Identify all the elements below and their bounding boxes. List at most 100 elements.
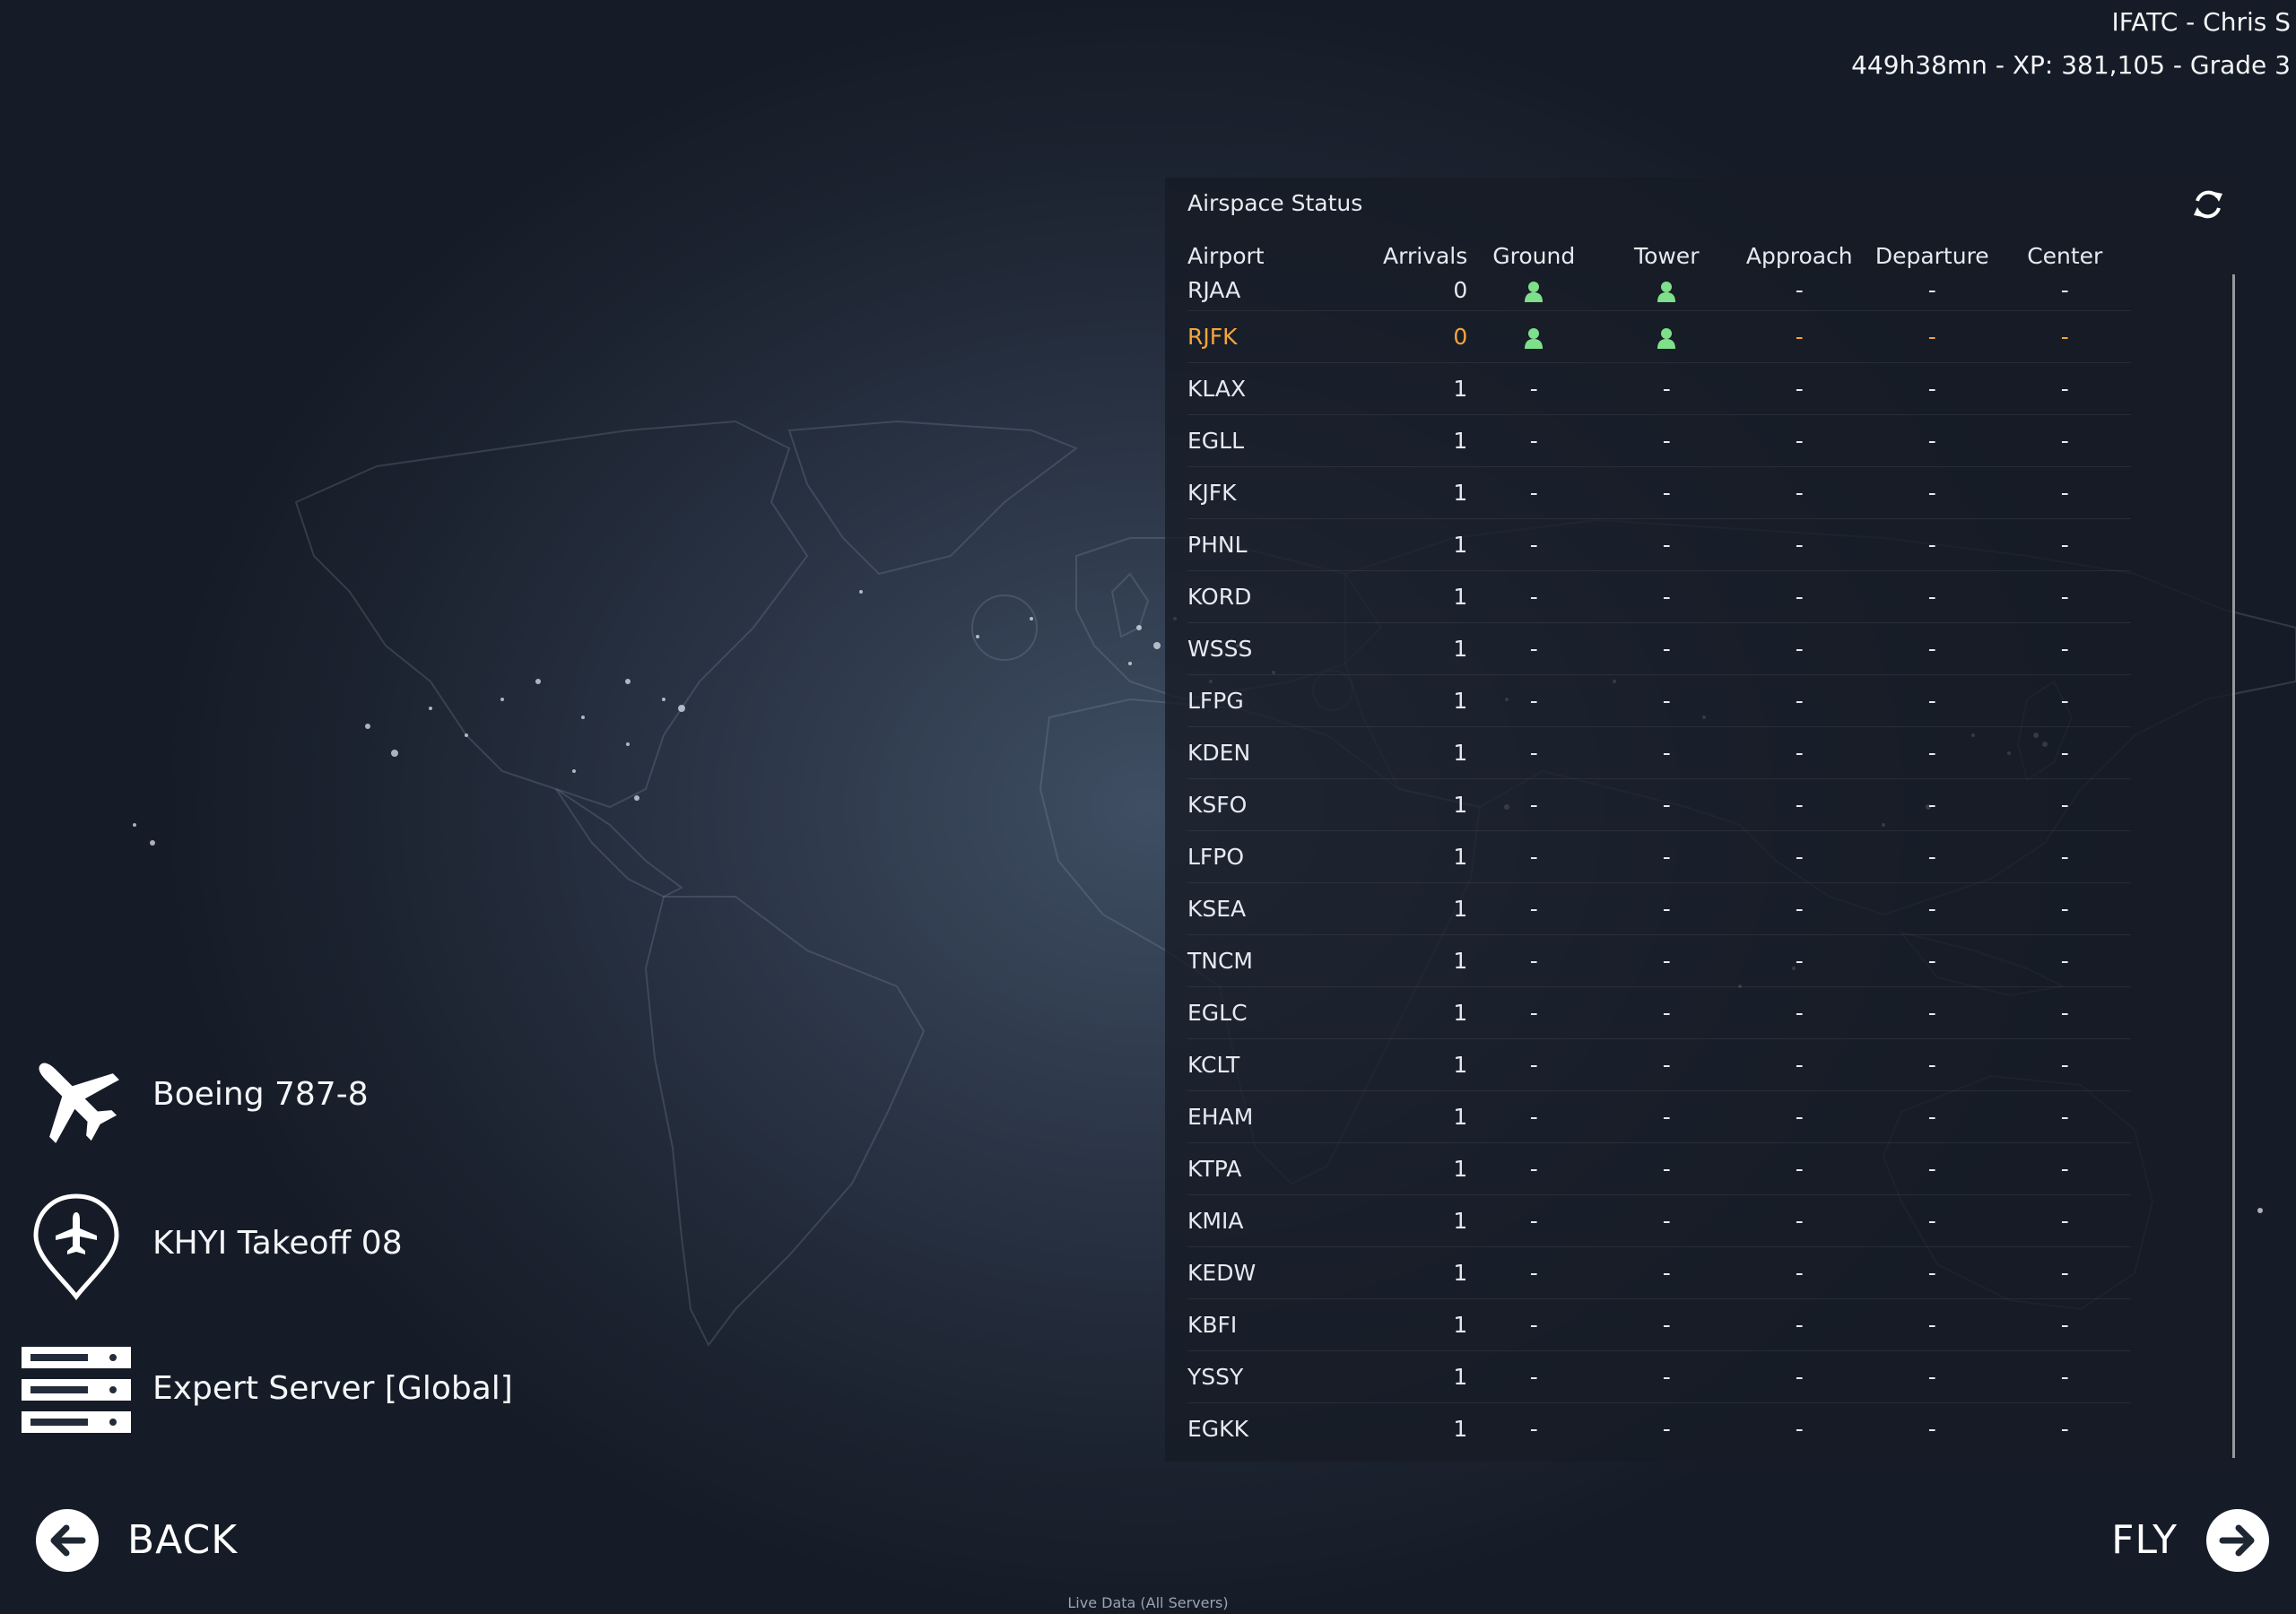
refresh-icon[interactable] xyxy=(2188,185,2228,224)
panel-title: Airspace Status xyxy=(1187,190,1363,216)
table-row[interactable]: EGKK 1 - - - - - xyxy=(1187,1403,2131,1455)
approach-status: - xyxy=(1733,414,1866,467)
aircraft-selection[interactable]: Boeing 787-8 xyxy=(18,1047,556,1146)
center-status: - xyxy=(1998,570,2132,623)
arrivals-count: 1 xyxy=(1383,986,1468,1039)
column-header: Approach xyxy=(1745,243,1853,269)
center-status: - xyxy=(1998,934,2132,987)
approach-status: - xyxy=(1733,362,1866,415)
scrollbar[interactable] xyxy=(2232,274,2235,1458)
airspace-status-panel: Airspace Status Airport Arrivals Ground … xyxy=(1165,178,2235,1462)
table-row[interactable]: PHNL 1- - - - - xyxy=(1187,518,2132,571)
table-row[interactable]: WSSS 1- - - - - xyxy=(1187,622,2132,675)
departure-status: - xyxy=(1866,986,1999,1039)
arrivals-count: 1 xyxy=(1383,830,1468,883)
table-row[interactable]: KMIA 1- - - - - xyxy=(1187,1194,2132,1247)
tower-status: - xyxy=(1600,674,1734,727)
center-status: - xyxy=(1998,674,2132,727)
table-row[interactable]: YSSY 1- - - - - xyxy=(1187,1350,2132,1403)
ground-status: - xyxy=(1467,726,1601,779)
center-status: - xyxy=(1998,1038,2132,1091)
tower-status: - xyxy=(1600,362,1734,415)
location-selection[interactable]: KHYI Takeoff 08 xyxy=(18,1193,556,1301)
airport-code: EGLC xyxy=(1187,986,1383,1039)
server-selection[interactable]: Expert Server [Global] xyxy=(18,1343,556,1442)
departure-status: - xyxy=(1866,518,1999,571)
tower-status xyxy=(1600,269,1734,311)
ground-status: - xyxy=(1467,622,1601,675)
arrivals-count: 1 xyxy=(1383,882,1468,935)
airport-code: WSSS xyxy=(1187,622,1383,675)
departure-status: - xyxy=(1866,269,1999,311)
departure-status: - xyxy=(1866,362,1999,415)
approach-status: - xyxy=(1733,1246,1866,1299)
arrivals-count: 1 xyxy=(1383,1090,1468,1143)
departure-status: - xyxy=(1866,622,1999,675)
approach-status: - xyxy=(1733,466,1866,519)
departure-status: - xyxy=(1866,1194,1999,1247)
airport-code: EGLL xyxy=(1187,414,1383,467)
approach-status: - xyxy=(1733,518,1866,571)
table-row[interactable]: EHAM 1- - - - - xyxy=(1187,1090,2132,1143)
table-header: Airport Arrivals Ground Tower Approach D… xyxy=(1187,239,2131,269)
table-row[interactable]: KBFI 1- - - - - xyxy=(1187,1298,2132,1351)
table-row[interactable]: TNCM 1- - - - - xyxy=(1187,934,2132,987)
departure-status: - xyxy=(1866,882,1999,935)
center-status: - xyxy=(1998,269,2132,311)
arrow-right-icon xyxy=(2206,1509,2269,1572)
center-status: - xyxy=(1998,882,2132,935)
table-row[interactable]: KJFK 1- - - - - xyxy=(1187,466,2132,519)
back-button[interactable]: BACK xyxy=(36,1505,269,1576)
table-row[interactable]: KSEA 1- - - - - xyxy=(1187,882,2132,935)
airport-code: KEDW xyxy=(1187,1246,1383,1299)
table-row[interactable]: KLAX 1- - - - - xyxy=(1187,362,2132,415)
profile-name: IFATC - Chris S xyxy=(2111,7,2291,37)
table-row[interactable]: KTPA 1- - - - - xyxy=(1187,1142,2132,1195)
airport-code: EHAM xyxy=(1187,1090,1383,1143)
column-header: Tower xyxy=(1634,243,1700,269)
tower-status: - xyxy=(1600,1090,1734,1143)
table-row[interactable]: KORD 1- - - - - xyxy=(1187,570,2132,623)
tower-status: - xyxy=(1600,1350,1734,1403)
airport-code: KSEA xyxy=(1187,882,1383,935)
controller-online-icon xyxy=(1524,281,1544,302)
table-row[interactable]: EGLL 1- - - - - xyxy=(1187,414,2132,467)
center-status: - xyxy=(1998,622,2132,675)
controller-online-icon xyxy=(1657,327,1676,349)
center-status: - xyxy=(1998,986,2132,1039)
table-row[interactable]: KDEN 1- - - - - xyxy=(1187,726,2132,779)
arrivals-count: 1 xyxy=(1383,518,1468,571)
airport-code: KSFO xyxy=(1187,778,1383,831)
airport-code: EGKK xyxy=(1187,1416,1248,1442)
table-row[interactable]: RJAA 0- - - xyxy=(1187,269,2132,311)
table-row[interactable]: KCLT 1- - - - - xyxy=(1187,1038,2132,1091)
airport-code: KDEN xyxy=(1187,726,1383,779)
arrivals-count: 1 xyxy=(1383,934,1468,987)
tower-status xyxy=(1600,310,1734,363)
table-row[interactable]: KEDW 1- - - - - xyxy=(1187,1246,2132,1299)
table-row[interactable]: EGLC 1- - - - - xyxy=(1187,986,2132,1039)
table-row[interactable]: KSFO 1- - - - - xyxy=(1187,778,2132,831)
approach-status: - xyxy=(1733,1350,1866,1403)
approach-status: - xyxy=(1795,1416,1804,1442)
fly-button[interactable]: FLY xyxy=(2072,1505,2269,1576)
approach-status: - xyxy=(1733,269,1866,311)
ground-status: - xyxy=(1467,778,1601,831)
airport-code: KMIA xyxy=(1187,1194,1383,1247)
arrivals-count: 1 xyxy=(1383,466,1468,519)
center-status: - xyxy=(1998,778,2132,831)
column-header: Airport xyxy=(1187,243,1265,269)
ground-status: - xyxy=(1467,1298,1601,1351)
table-row[interactable]: RJFK 0- - - xyxy=(1187,310,2132,363)
server-label: Expert Server [Global] xyxy=(152,1370,513,1407)
tower-status: - xyxy=(1600,726,1734,779)
airport-code: RJFK xyxy=(1187,310,1383,363)
ground-status: - xyxy=(1467,986,1601,1039)
departure-status: - xyxy=(1866,674,1999,727)
departure-status: - xyxy=(1866,1142,1999,1195)
approach-status: - xyxy=(1733,830,1866,883)
ground-status: - xyxy=(1467,570,1601,623)
table-row[interactable]: LFPG 1- - - - - xyxy=(1187,674,2132,727)
table-row[interactable]: LFPO 1- - - - - xyxy=(1187,830,2132,883)
ground-status xyxy=(1467,269,1601,311)
